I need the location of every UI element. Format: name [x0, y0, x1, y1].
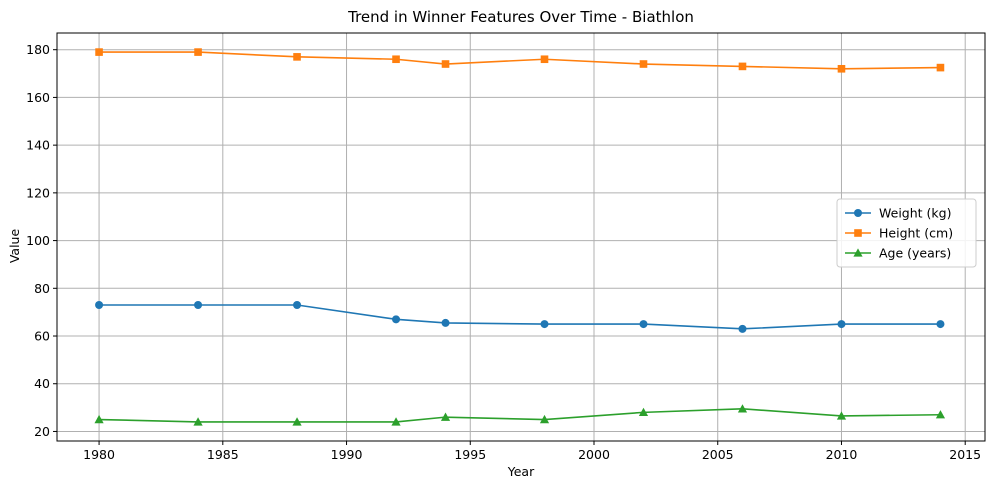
data-point [540, 320, 549, 329]
series-line [99, 304, 941, 330]
grid [57, 33, 985, 441]
x-tick-label: 1995 [454, 447, 486, 462]
y-tick-label: 60 [34, 329, 50, 344]
data-point [392, 315, 401, 324]
data-point [292, 417, 302, 426]
chart-title: Trend in Winner Features Over Time - Bia… [347, 8, 694, 26]
y-tick-label: 140 [26, 138, 50, 153]
series-weight-kg [95, 301, 945, 333]
legend-label: Age (years) [879, 246, 951, 261]
data-point [193, 417, 203, 426]
data-point [737, 404, 748, 413]
series-layer [94, 48, 946, 426]
data-point [837, 320, 846, 329]
data-point [293, 53, 301, 61]
legend-item: Height (cm) [845, 226, 953, 241]
data-point [638, 407, 649, 417]
x-tick-label: 1980 [83, 447, 115, 462]
y-axis-label: Value [7, 229, 22, 264]
data-point [935, 410, 946, 419]
series-height-cm [95, 48, 945, 73]
y-tick-label: 40 [34, 376, 50, 391]
data-point [95, 48, 103, 56]
legend-item: Age (years) [845, 246, 951, 261]
y-tick-label: 100 [26, 233, 50, 248]
legend-marker [854, 229, 862, 237]
legend-box [836, 198, 977, 268]
data-point [639, 60, 648, 68]
legend-item: Weight (kg) [845, 206, 951, 221]
x-tick-label: 1990 [331, 447, 363, 462]
x-axis-ticks: 1980 1985 1990 1995 2000 2005 2010 2015 [83, 441, 981, 462]
data-point [440, 412, 451, 421]
data-point [936, 63, 945, 72]
data-point [738, 62, 747, 71]
data-point [194, 48, 202, 56]
data-point [194, 301, 203, 309]
y-tick-label: 20 [34, 424, 50, 439]
data-point [936, 320, 945, 329]
x-tick-label: 2005 [702, 447, 734, 462]
data-point [293, 301, 302, 309]
series-line [99, 51, 941, 70]
x-tick-label: 2010 [826, 447, 858, 462]
x-axis-label: Year [507, 464, 535, 479]
data-point [836, 411, 847, 420]
y-tick-label: 180 [26, 42, 50, 57]
y-tick-label: 80 [34, 281, 50, 296]
data-point [391, 417, 401, 426]
data-point [639, 320, 648, 329]
data-point [94, 414, 104, 424]
series-line [99, 407, 941, 423]
legend-label: Height (cm) [879, 226, 953, 241]
legend-marker [854, 209, 862, 217]
y-axis-ticks: 20 40 60 80 100 120 140 160 180 [26, 42, 57, 439]
legend-marker [853, 248, 863, 257]
x-tick-label: 1985 [207, 447, 239, 462]
data-point [441, 318, 450, 327]
legend-label: Weight (kg) [879, 206, 951, 221]
data-point [441, 60, 450, 68]
x-tick-label: 2000 [578, 447, 610, 462]
x-tick-label: 2015 [949, 447, 981, 462]
series-age-years [94, 404, 946, 426]
plot-frame [56, 32, 986, 442]
y-tick-label: 120 [26, 185, 50, 200]
data-point [738, 324, 747, 333]
legend: Weight (kg) Height (cm) Age (years) [836, 198, 977, 268]
data-point [539, 414, 550, 424]
data-point [392, 55, 400, 64]
data-point [837, 64, 846, 73]
data-point [540, 55, 549, 64]
data-point [95, 301, 104, 309]
y-tick-label: 160 [26, 90, 50, 105]
